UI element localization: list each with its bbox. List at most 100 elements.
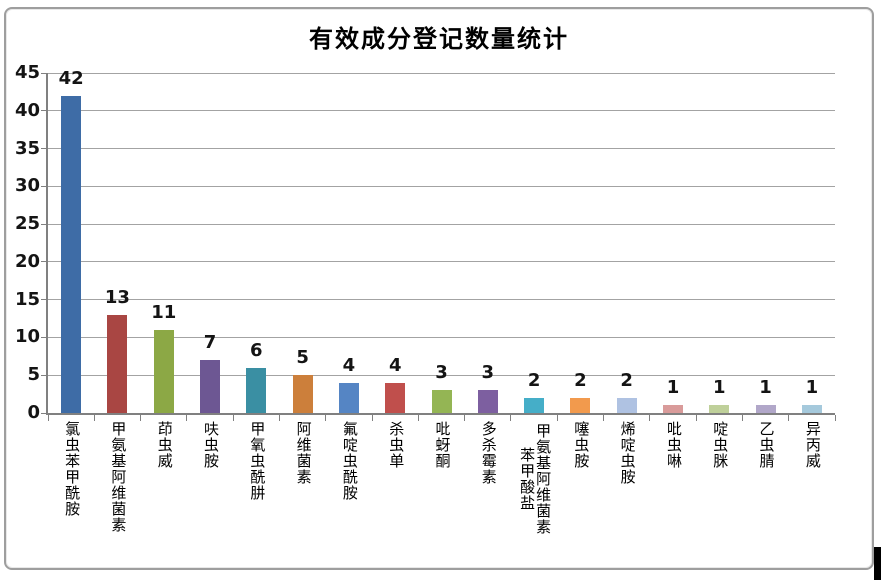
bar (801, 405, 822, 413)
bar (246, 367, 267, 413)
x-axis-category-label: 阿维菌素 (279, 421, 325, 561)
y-axis-tick-label: 25 (14, 213, 40, 235)
bar-value-label: 3 (435, 362, 448, 384)
y-axis-tick-label: 35 (14, 137, 40, 159)
x-axis-category-text: 呋虫胺 (202, 421, 219, 469)
x-axis-category-label: 乙虫腈 (742, 421, 788, 561)
x-axis-tick (325, 415, 327, 421)
x-axis-tick (232, 415, 234, 421)
x-axis-category-label: 杀虫单 (372, 421, 418, 561)
x-axis-tick (788, 415, 790, 421)
x-axis-tick (278, 415, 280, 421)
x-axis-category-label: 吡蚜酮 (418, 421, 464, 561)
x-axis-tick (417, 415, 419, 421)
bar (570, 397, 591, 413)
x-axis-category-text: 异丙威 (803, 421, 820, 469)
bar (709, 405, 730, 413)
x-axis-category-text: 阿维菌素 (294, 421, 311, 485)
y-axis-tick (41, 223, 48, 225)
x-axis-category-label: 吡虫啉 (650, 421, 696, 561)
gridline (48, 110, 835, 112)
x-axis-category-text: 多杀霉素 (479, 421, 496, 485)
y-axis-tick (41, 336, 48, 338)
bar (524, 397, 545, 413)
bar (107, 314, 128, 413)
y-axis-tick-label: 5 (27, 364, 40, 386)
text-cursor-artifact (874, 547, 881, 580)
gridline (48, 374, 835, 376)
y-axis-tick-label: 20 (14, 250, 40, 272)
bar (153, 329, 174, 413)
y-axis-tick (41, 412, 48, 414)
bar (755, 405, 776, 413)
x-axis-category-text: 吡蚜酮 (433, 421, 450, 469)
x-axis-category-text: 烯啶虫胺 (618, 421, 635, 485)
x-axis-category-text: 甲氧虫酰肼 (248, 421, 265, 501)
y-axis-tick-label: 0 (27, 402, 40, 423)
bar (385, 382, 406, 413)
x-axis-tick (741, 415, 743, 421)
gridline (48, 336, 835, 338)
bar-value-label: 5 (296, 347, 309, 369)
x-axis-category-label: 甲氧虫酰肼 (233, 421, 279, 561)
bar-value-label: 2 (527, 369, 541, 391)
chart-title: 有效成分登记数量统计 (309, 27, 569, 53)
x-axis-category-label: 噻虫胺 (557, 421, 603, 561)
bar (662, 405, 683, 413)
x-axis-line (46, 413, 835, 415)
bar-value-label: 7 (203, 332, 217, 354)
x-axis-category-text: 噻虫胺 (572, 421, 589, 469)
y-axis-tick-label: 45 (14, 62, 40, 83)
x-axis-category-label: 呋虫胺 (187, 421, 233, 561)
bar-value-label: 4 (342, 354, 356, 376)
y-axis-tick (41, 72, 48, 74)
x-axis-category-text: 啶虫脒 (711, 421, 728, 469)
bar-value-label: 1 (712, 377, 726, 399)
x-axis-tick (603, 415, 605, 421)
bar-value-label: 13 (104, 286, 130, 308)
y-axis-tick-label: 30 (14, 175, 40, 197)
bar (61, 95, 82, 413)
bar-value-label: 1 (759, 377, 772, 399)
x-axis-category-text: 甲氨基阿维菌素 (109, 421, 126, 533)
x-axis-tick (140, 415, 142, 421)
y-axis-tick (41, 185, 48, 187)
y-axis-tick-label: 15 (14, 288, 40, 310)
bar-value-label: 2 (574, 369, 587, 391)
bar-value-label: 3 (481, 362, 495, 384)
x-axis-category-text: 氯虫苯甲酰胺 (63, 421, 80, 517)
gridline (48, 223, 835, 225)
x-axis-category-text: 茚虫威 (155, 421, 172, 469)
gridline (48, 299, 835, 301)
x-axis-tick (186, 415, 188, 421)
y-axis-tick (41, 299, 48, 301)
x-axis-category-label: 多杀霉素 (465, 421, 511, 561)
bar (477, 390, 498, 413)
x-axis-tick (556, 415, 558, 421)
x-axis-category-text: 氟啶虫酰胺 (340, 421, 357, 501)
y-axis-tick (41, 374, 48, 376)
x-axis-category-label: 氯虫苯甲酰胺 (48, 421, 94, 561)
x-axis-category-label: 甲氨基阿维菌素苯甲酸盐 (511, 421, 557, 561)
x-axis-tick (510, 415, 512, 421)
x-axis-tick (834, 415, 836, 421)
x-axis-tick (47, 415, 49, 421)
x-axis-category-text: 甲氨基阿维菌素苯甲酸盐 (518, 422, 551, 535)
x-axis-tick (649, 415, 651, 421)
chart-frame: 有效成分登记数量统计 (4, 7, 874, 570)
x-axis-category-text: 吡虫啉 (664, 421, 681, 469)
bar-value-label: 4 (388, 354, 402, 376)
gridline (48, 72, 835, 74)
y-axis-tick (41, 261, 48, 263)
bar-value-label: 2 (620, 369, 633, 391)
bar (292, 375, 313, 413)
y-axis-tick (41, 110, 48, 112)
bar (431, 390, 452, 413)
y-axis-tick-label: 10 (14, 326, 40, 348)
x-axis-category-label: 异丙威 (789, 421, 835, 561)
bar-value-label: 1 (805, 377, 819, 399)
bar-value-label: 1 (666, 377, 680, 399)
x-axis-tick (464, 415, 466, 421)
y-axis-tick-label: 40 (14, 99, 40, 121)
